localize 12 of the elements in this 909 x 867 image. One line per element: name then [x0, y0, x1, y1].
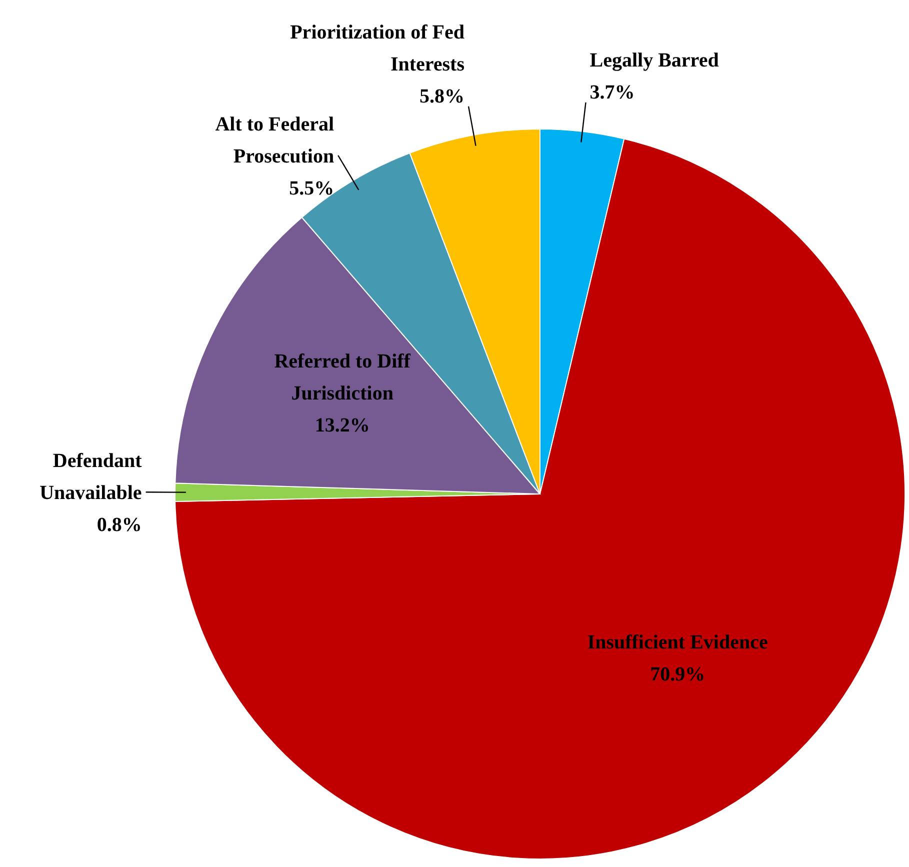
data-label: 3.7% — [590, 81, 635, 104]
slice-label: Referred to Diff Jurisdiction — [274, 350, 411, 405]
data-label: 70.9% — [650, 663, 706, 686]
slice-label: Defendant Unavailable — [40, 450, 142, 504]
data-label: 5.8% — [420, 85, 464, 108]
slice-label: Alt to Federal Prosecution — [215, 113, 335, 168]
slice-label: Legally Barred — [590, 49, 719, 72]
data-label: 0.8% — [96, 514, 142, 536]
slice-label: Prioritization of Fed Interests — [290, 21, 465, 76]
data-label: 5.5% — [289, 177, 334, 200]
data-label: 13.2% — [314, 414, 370, 437]
slice-label: Insufficient Evidence — [587, 631, 768, 654]
